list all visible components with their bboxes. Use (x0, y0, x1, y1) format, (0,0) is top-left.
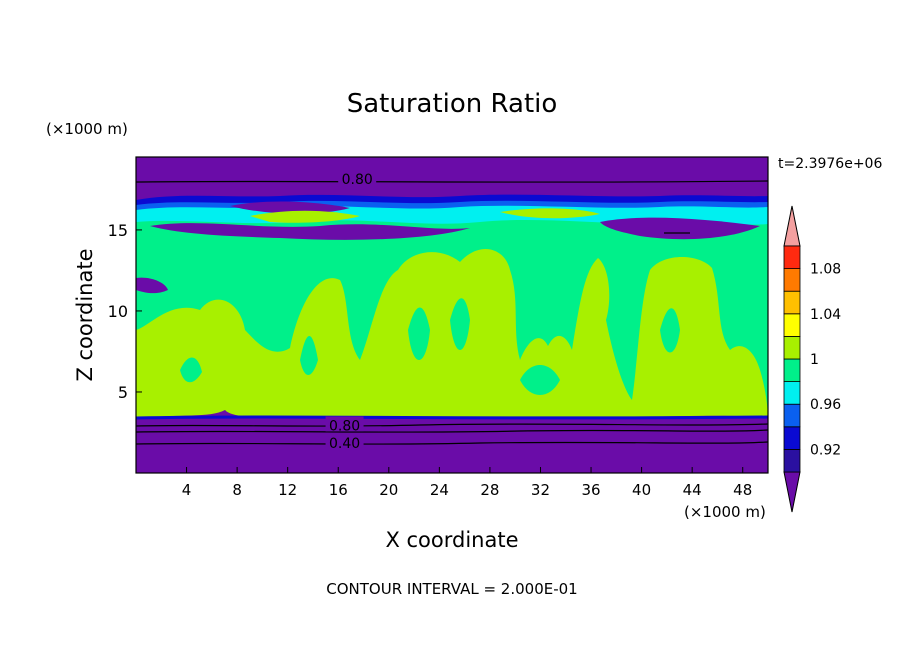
colorbar-swatch (783, 358, 801, 383)
x-tick-label: 16 (329, 481, 348, 499)
contour-field (135, 156, 769, 474)
contour-label-bg (338, 170, 377, 186)
y-axis-label: Z coordinate (73, 248, 97, 381)
field-gap (520, 365, 560, 395)
x-unit-label: (×1000 m) (684, 503, 766, 521)
y-tick-labels: 5 10 15 (108, 221, 142, 402)
field-lower-dry (136, 410, 768, 473)
contour-line (135, 429, 769, 433)
field-dry-pocket (230, 201, 350, 214)
contour-line (135, 423, 769, 427)
y-tick-label: 15 (108, 221, 128, 240)
field-edge (135, 415, 769, 420)
contour-line (135, 441, 769, 445)
colorbar-swatch (783, 426, 801, 450)
colorbar-label: 0.96 (810, 397, 841, 413)
contour-label: 0.80 (329, 418, 360, 434)
colorbar: 0.92 0.96 1 1.04 1.08 (783, 205, 841, 513)
contour-labels: 0.80 0.80 0.40 (325, 170, 377, 452)
field-gap (300, 335, 318, 375)
field-gap (660, 308, 680, 353)
contour-label-bg (325, 434, 364, 450)
x-tick-label: 20 (379, 481, 398, 499)
field-dry-pocket (150, 223, 470, 240)
x-tick-label: 24 (430, 481, 449, 499)
y-tick-label: 5 (118, 383, 128, 402)
colorbar-swatch (783, 313, 801, 337)
colorbar-label: 1.04 (810, 307, 841, 323)
x-tick-label: 40 (632, 481, 651, 499)
x-tick-label: 28 (480, 481, 499, 499)
field-plume (250, 210, 360, 223)
colorbar-swatch (783, 381, 801, 405)
field-dry-pocket (600, 217, 760, 240)
field-gap (450, 298, 470, 350)
contour-line (135, 180, 769, 183)
contour-interval-note: CONTOUR INTERVAL = 2.000E-01 (326, 580, 577, 598)
colorbar-label: 0.92 (810, 442, 841, 458)
y-tick-label: 10 (108, 302, 128, 321)
x-tick-label: 48 (733, 481, 752, 499)
colorbar-swatch (783, 268, 801, 292)
field-dry-pocket (136, 277, 168, 294)
colorbar-swatch (783, 335, 801, 360)
chart-title: Saturation Ratio (347, 89, 558, 119)
time-label: t=2.3976e+06 (778, 156, 882, 172)
contour-label-bg (325, 416, 364, 432)
contour-label: 0.40 (329, 436, 360, 452)
x-tick-label: 36 (581, 481, 600, 499)
x-tick-label: 32 (531, 481, 550, 499)
x-tick-label: 44 (683, 481, 702, 499)
y-unit-label: (×1000 m) (46, 120, 128, 138)
field-gap (408, 307, 430, 360)
field-plume (500, 208, 600, 219)
colorbar-arrow-high (783, 205, 801, 247)
colorbar-arrow-low (783, 471, 801, 513)
x-tick-label: 8 (232, 481, 242, 499)
plot-frame (135, 156, 769, 474)
contour-label: 0.80 (342, 172, 373, 188)
x-tick-label: 4 (182, 481, 192, 499)
colorbar-swatch (783, 403, 801, 428)
colorbar-swatch (783, 245, 801, 270)
colorbar-label: 1 (810, 352, 819, 368)
colorbar-label: 1.08 (810, 262, 841, 278)
x-tick-labels: 4 8 12 16 20 24 28 32 36 40 44 48 (182, 467, 752, 499)
x-tick-label: 12 (278, 481, 297, 499)
colorbar-swatch (783, 290, 801, 315)
field-gap (180, 357, 202, 383)
x-axis-label: X coordinate (385, 528, 518, 552)
colorbar-swatch (783, 448, 801, 473)
